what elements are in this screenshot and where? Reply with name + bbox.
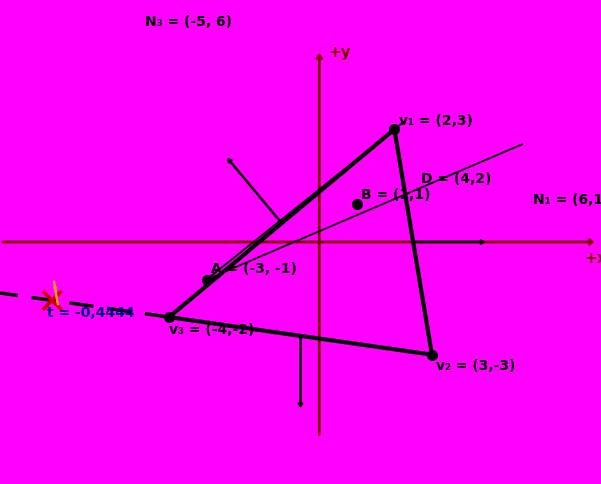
- Text: v₃ = (-4,-2): v₃ = (-4,-2): [169, 323, 254, 337]
- Text: v₂ = (3,-3): v₂ = (3,-3): [436, 360, 516, 374]
- Text: A = (-3, -1): A = (-3, -1): [211, 262, 297, 276]
- Text: D = (4,2): D = (4,2): [421, 172, 491, 186]
- Text: +y: +y: [329, 45, 352, 60]
- Text: B = (1,1): B = (1,1): [361, 188, 431, 202]
- Text: N₃ = (-5, 6): N₃ = (-5, 6): [145, 15, 231, 29]
- Text: N₁ = (6,1): N₁ = (6,1): [534, 194, 601, 208]
- Text: +x: +x: [584, 251, 601, 266]
- Text: v₁ = (2,3): v₁ = (2,3): [399, 114, 473, 128]
- Text: t = -0,4444: t = -0,4444: [46, 306, 134, 320]
